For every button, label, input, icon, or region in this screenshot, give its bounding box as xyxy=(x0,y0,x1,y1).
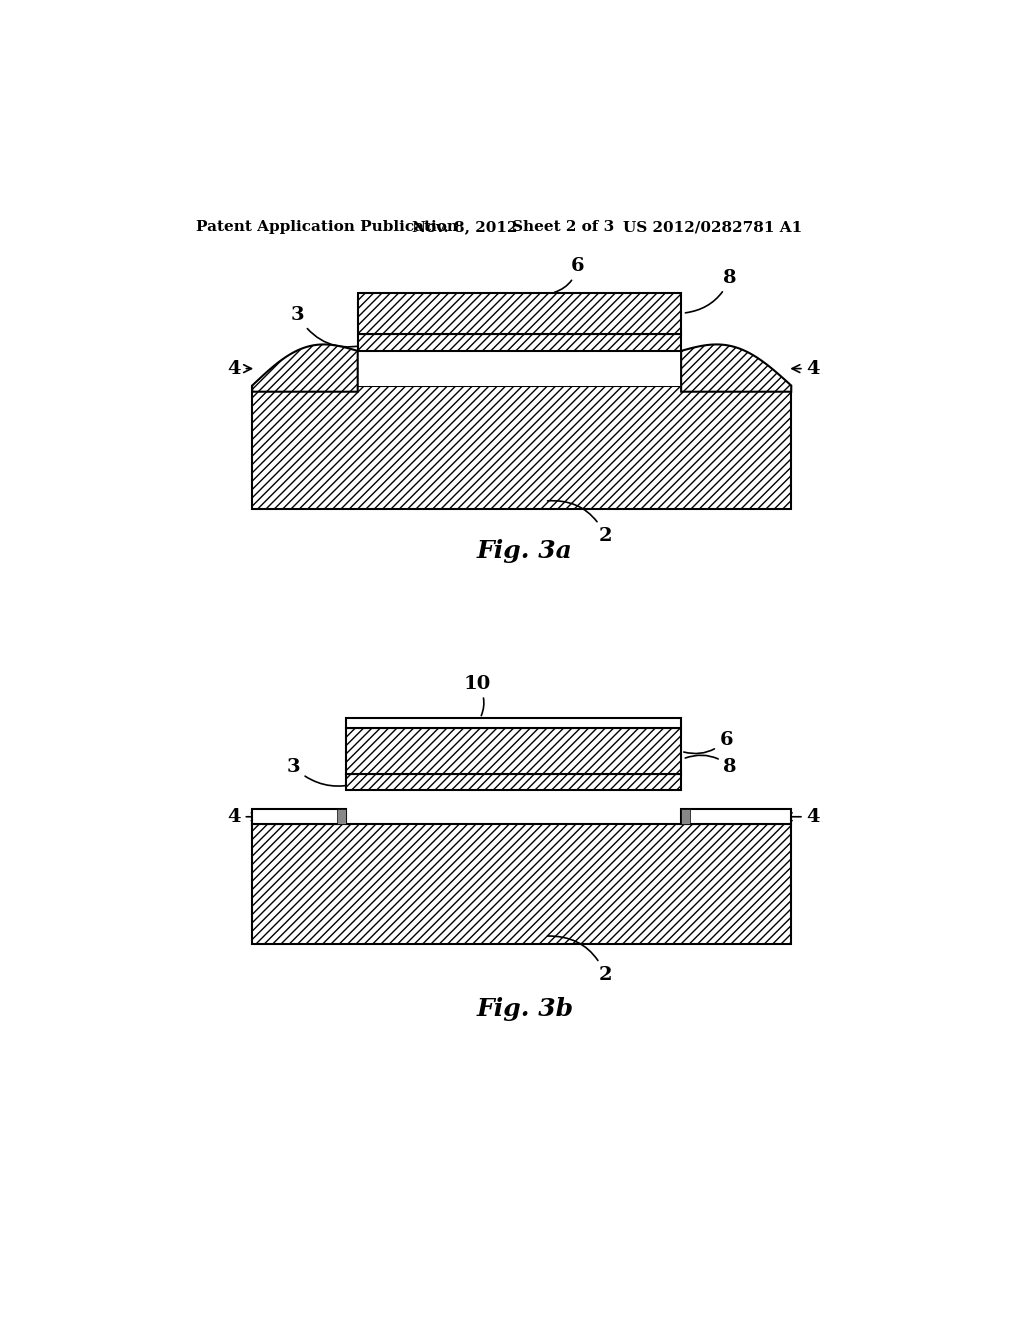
Bar xyxy=(252,825,792,944)
Text: Patent Application Publication: Patent Application Publication xyxy=(196,220,458,234)
Bar xyxy=(681,809,792,825)
Bar xyxy=(357,293,681,334)
Text: 8: 8 xyxy=(685,269,737,313)
Polygon shape xyxy=(681,345,792,392)
Text: Nov. 8, 2012: Nov. 8, 2012 xyxy=(412,220,517,234)
Text: 4: 4 xyxy=(784,808,820,826)
Bar xyxy=(681,809,690,825)
Text: 8: 8 xyxy=(685,755,737,776)
Bar xyxy=(346,775,681,789)
Text: Fig. 3a: Fig. 3a xyxy=(477,539,572,564)
Bar xyxy=(346,729,681,775)
Bar xyxy=(252,385,792,508)
Bar xyxy=(252,385,792,508)
Text: US 2012/0282781 A1: US 2012/0282781 A1 xyxy=(624,220,803,234)
Bar xyxy=(346,729,681,775)
Text: 4: 4 xyxy=(227,359,252,378)
Bar xyxy=(357,293,681,334)
Text: 4: 4 xyxy=(227,808,259,826)
Bar xyxy=(346,718,681,729)
Bar xyxy=(252,809,346,825)
Text: 6: 6 xyxy=(554,257,585,292)
Bar xyxy=(346,775,681,789)
Bar xyxy=(357,334,681,351)
Bar xyxy=(337,809,346,825)
Bar xyxy=(252,825,792,944)
Text: 10: 10 xyxy=(464,675,490,715)
Text: 3: 3 xyxy=(287,758,358,787)
Text: 3: 3 xyxy=(290,306,371,347)
Text: 6: 6 xyxy=(684,731,733,754)
Text: 4: 4 xyxy=(792,359,820,378)
Bar xyxy=(357,334,681,351)
Polygon shape xyxy=(252,345,357,392)
Bar xyxy=(357,351,681,385)
Text: Fig. 3b: Fig. 3b xyxy=(476,997,573,1022)
Text: 2: 2 xyxy=(548,936,612,983)
Text: Sheet 2 of 3: Sheet 2 of 3 xyxy=(512,220,614,234)
Bar xyxy=(346,775,681,789)
Text: 2: 2 xyxy=(548,500,612,545)
